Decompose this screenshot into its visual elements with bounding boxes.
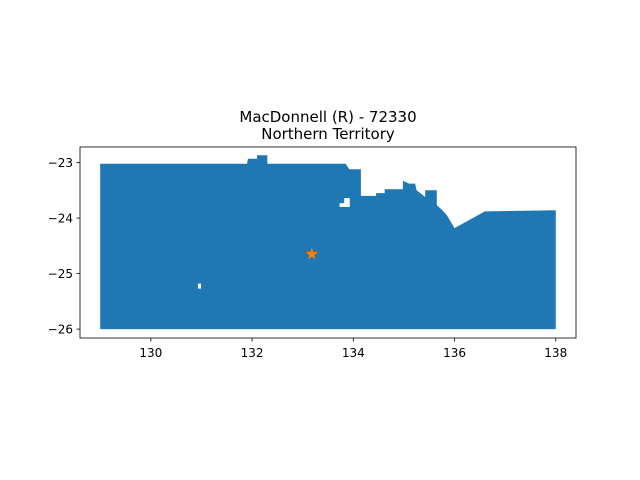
x-tick-label: 132 xyxy=(241,346,264,360)
region-polygon xyxy=(100,155,556,330)
y-tick-label: −24 xyxy=(48,212,73,226)
x-tick-label: 136 xyxy=(443,346,466,360)
y-tick-label: −23 xyxy=(48,156,73,170)
x-tick-label: 130 xyxy=(139,346,162,360)
y-tick-label: −25 xyxy=(48,267,73,281)
plot-area: 130 132 134 136 138 −23 −24 −25 −26 xyxy=(48,146,577,360)
chart-title-line2: Northern Territory xyxy=(261,125,395,143)
x-tick-label: 134 xyxy=(342,346,365,360)
chart-title-line1: MacDonnell (R) - 72330 xyxy=(239,108,416,126)
location-star-marker xyxy=(305,247,318,260)
axes-frame xyxy=(79,146,577,339)
y-tick-label: −26 xyxy=(48,323,73,337)
x-tick-label: 138 xyxy=(544,346,567,360)
